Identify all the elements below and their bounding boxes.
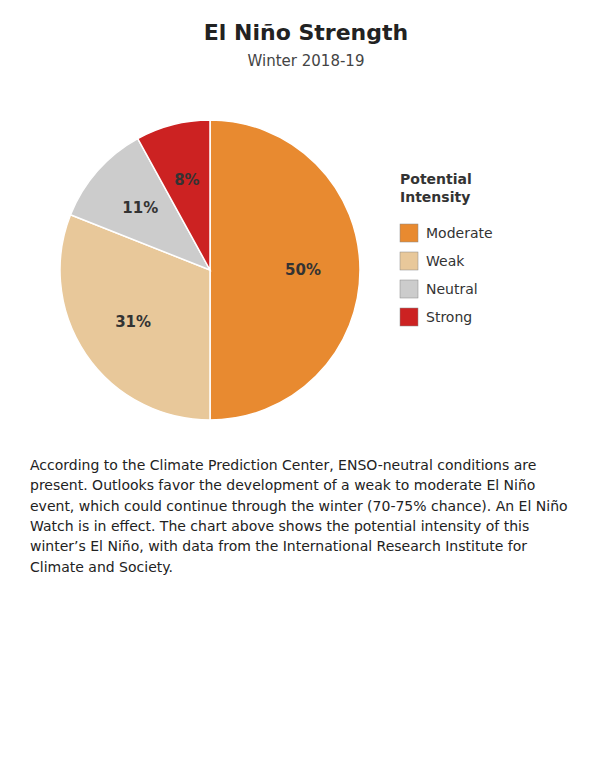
legend-label: Neutral [426, 281, 478, 297]
data-label: 11% [122, 199, 158, 217]
legend-item: Weak [400, 252, 465, 270]
legend-item: Strong [400, 308, 472, 326]
legend: PotentialIntensity Moderate Weak Neutral Str… [400, 171, 493, 326]
data-label: 50% [285, 261, 321, 279]
legend-item: Moderate [400, 224, 493, 242]
data-label: 8% [174, 171, 199, 189]
annotation: According to the Climate Prediction Cent… [30, 457, 568, 575]
pie-slice [210, 120, 360, 420]
legend-label: Strong [426, 309, 472, 325]
subtitle: Winter 2018-19 [248, 52, 365, 70]
pie [60, 120, 360, 420]
legend-swatch [400, 308, 418, 326]
data-label: 31% [115, 313, 151, 331]
legend-swatch [400, 224, 418, 242]
legend-label: Moderate [426, 225, 493, 241]
legend-title: PotentialIntensity [400, 171, 472, 205]
chart: El Niño Strength Winter 2018-19 50% 31% 11% 8… [0, 0, 612, 766]
legend-item: Neutral [400, 280, 478, 298]
data-labels: 50% 31% 11% 8% [115, 171, 321, 331]
title: El Niño Strength [204, 20, 408, 45]
legend-label: Weak [426, 253, 465, 269]
legend-swatch [400, 252, 418, 270]
pie-slice [138, 120, 210, 270]
legend-swatch [400, 280, 418, 298]
